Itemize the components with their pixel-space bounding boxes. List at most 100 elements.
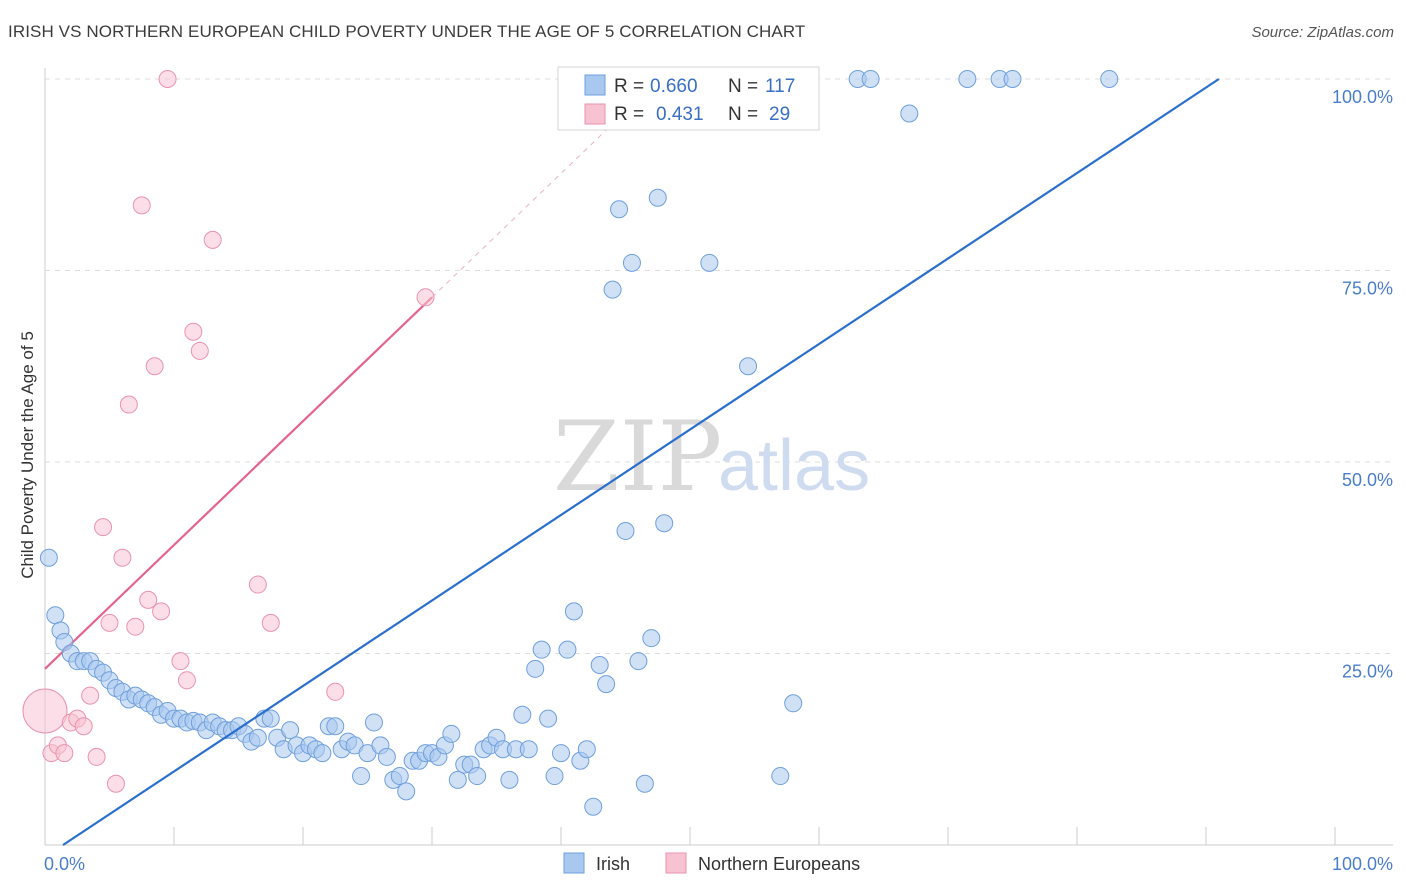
irish-point [739,357,758,376]
y-tick-label-1: 50.0% [1342,470,1393,490]
legend-swatch-irish [584,74,606,96]
irish-point [248,728,267,747]
bottom-legend-swatch-northern [665,852,687,874]
y-tick-label-2: 75.0% [1342,279,1393,299]
irish-point [46,606,65,625]
irish-point [610,200,629,219]
irish-point [616,521,635,540]
irish-trend-line [62,78,1220,846]
irish-point [390,767,409,786]
legend-n-value-irish: 117 [765,76,795,97]
northern-point [139,590,158,609]
y-axis-title: Child Poverty Under the Age of 5 [18,331,37,579]
legend-swatch-northern [584,103,606,125]
irish-point [352,767,371,786]
irish-point [1003,70,1022,88]
x-tick-label-0: 0.0% [44,854,85,874]
irish-point [532,640,551,659]
legend-n-value-northern: 29 [769,104,790,125]
irish-point [1100,70,1119,88]
irish-point [39,548,58,567]
irish-point [590,655,609,674]
irish-point [642,629,661,648]
bottom-legend-label-irish: Irish [596,854,630,874]
source-credit: Source: ZipAtlas.com [1251,24,1394,41]
irish-point [622,253,641,272]
legend-r-value-irish: 0.660 [650,76,698,97]
irish-point [700,253,719,272]
irish-point [468,767,487,786]
irish-point [648,188,667,207]
irish-point [519,740,538,759]
watermark-atlas: atlas [718,426,870,506]
irish-point [558,640,577,659]
irish-point [584,797,603,816]
irish-point [861,70,880,88]
northern-point [416,288,435,307]
irish-point [564,602,583,621]
irish-point [281,721,300,740]
x-tick-label-1: 100.0% [1332,854,1393,874]
irish-point [603,280,622,299]
stats-legend: R = 0.660 N = 117 R = 0.431 N = 29 [557,66,820,131]
northern-point [126,617,145,636]
irish-trend-group [62,78,1220,846]
northern-point [184,322,203,341]
northern-point [113,548,132,567]
northern-point [55,744,74,763]
bottom-legend-swatch-irish [563,852,585,874]
irish-point [364,713,383,732]
northern-point [119,395,138,414]
northern-point [190,341,209,360]
irish-point [784,694,803,713]
irish-point [442,724,461,743]
northern-point [81,686,100,705]
legend-n-label-northern: N = [728,104,758,125]
irish-point [577,740,596,759]
irish-point [397,782,416,801]
northern-point [106,774,125,793]
irish-point [900,104,919,123]
legend-r-label-irish: R = [614,76,644,97]
irish-point [377,747,396,766]
northern-point [145,357,164,376]
chart-title: IRISH VS NORTHERN EUROPEAN CHILD POVERTY… [8,22,806,41]
northern-point [171,652,190,671]
northern-point [87,747,106,766]
northern-trend-line [44,296,433,670]
y-tick-label-0: 25.0% [1342,662,1393,682]
northern-point [132,196,151,215]
irish-point [326,717,345,736]
northern-point [152,602,171,621]
irish-point [539,709,558,728]
irish-point [552,744,570,763]
y-tick-labels: 25.0% 50.0% 75.0% 100.0% [1332,87,1393,682]
irish-point [545,767,564,786]
x-tick-labels: 0.0% 100.0% [44,854,1393,874]
irish-point [513,705,532,724]
series-legend: Irish Northern Europeans [563,852,860,874]
northern-trend-group [44,78,660,670]
legend-r-value-northern: 0.431 [656,104,704,125]
irish-point [261,709,280,728]
northern-point [177,671,196,690]
northern-point [22,688,68,734]
northern-points [22,70,435,793]
grid-lines [45,78,1395,654]
northern-point [203,230,222,249]
irish-point [635,774,654,793]
northern-point [158,70,177,88]
watermark: ZIP atlas [553,401,870,513]
irish-point [771,767,790,786]
watermark-zip: ZIP [553,401,722,513]
northern-point [326,682,345,701]
irish-point [597,675,616,694]
bottom-legend-label-northern: Northern Europeans [698,854,860,874]
northern-point [248,575,267,594]
northern-point [100,613,119,632]
irish-point [629,652,648,671]
y-tick-label-3: 100.0% [1332,87,1393,107]
irish-point [655,514,674,533]
northern-point [94,518,113,537]
